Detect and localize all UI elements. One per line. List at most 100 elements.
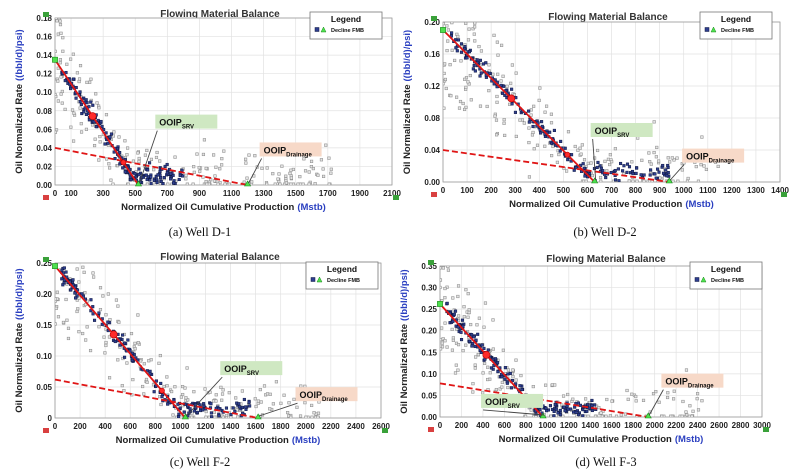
data-point bbox=[153, 182, 157, 185]
data-point bbox=[554, 407, 558, 411]
data-point bbox=[55, 290, 59, 294]
data-point bbox=[657, 170, 661, 174]
legend-item-label: Decline FMB bbox=[331, 28, 364, 34]
legend-title: Legend bbox=[331, 14, 361, 24]
x-tick-label: 3000 bbox=[753, 421, 771, 430]
data-point bbox=[648, 173, 652, 177]
data-point bbox=[212, 410, 216, 414]
data-point bbox=[688, 404, 692, 408]
data-point bbox=[590, 408, 594, 413]
data-point bbox=[616, 167, 620, 171]
data-point bbox=[503, 133, 507, 138]
data-point bbox=[69, 87, 73, 91]
data-point bbox=[455, 95, 459, 99]
y-tick-label: 0.00 bbox=[421, 413, 437, 422]
data-point bbox=[92, 143, 97, 148]
data-point bbox=[520, 387, 524, 392]
data-point bbox=[114, 298, 119, 302]
data-point bbox=[256, 399, 260, 403]
data-point bbox=[83, 291, 87, 295]
data-point bbox=[606, 157, 610, 161]
data-point bbox=[447, 0, 450, 3]
annotation-box bbox=[259, 142, 322, 157]
data-point bbox=[476, 332, 480, 336]
data-point bbox=[556, 411, 560, 415]
data-point bbox=[443, 22, 446, 26]
data-point bbox=[55, 322, 57, 326]
data-point bbox=[148, 178, 152, 182]
data-point bbox=[439, 257, 442, 260]
data-point bbox=[654, 176, 658, 180]
data-point bbox=[118, 151, 122, 155]
data-point bbox=[101, 294, 105, 298]
data-point bbox=[126, 338, 130, 342]
data-point bbox=[577, 413, 581, 417]
data-point bbox=[666, 171, 670, 175]
data-point bbox=[537, 98, 541, 102]
data-point bbox=[144, 377, 149, 382]
data-point bbox=[446, 39, 450, 43]
data-point bbox=[178, 173, 182, 177]
data-point bbox=[120, 384, 124, 388]
x-tick-label: 800 bbox=[629, 186, 643, 195]
data-point bbox=[623, 412, 628, 416]
data-point bbox=[309, 159, 314, 163]
data-point bbox=[142, 362, 146, 366]
data-point bbox=[265, 182, 269, 185]
data-point bbox=[634, 394, 638, 399]
data-point bbox=[573, 405, 577, 409]
data-point bbox=[220, 157, 224, 161]
data-point bbox=[467, 50, 472, 54]
data-point bbox=[503, 377, 507, 381]
data-point bbox=[574, 166, 578, 170]
x-tick-label: 500 bbox=[557, 186, 571, 195]
data-point bbox=[204, 180, 208, 184]
data-point bbox=[666, 391, 670, 395]
data-point bbox=[443, 296, 447, 300]
data-point bbox=[218, 167, 222, 171]
data-point bbox=[250, 180, 254, 184]
legend-box bbox=[689, 261, 763, 290]
data-point bbox=[626, 397, 630, 401]
data-point bbox=[511, 375, 515, 379]
data-point bbox=[103, 142, 107, 146]
data-point bbox=[160, 395, 164, 399]
panel-caption: (a) Well D-1 bbox=[169, 225, 232, 239]
x-tick-label: 2600 bbox=[710, 421, 728, 430]
data-point bbox=[287, 401, 291, 405]
data-point bbox=[482, 346, 486, 350]
data-point bbox=[188, 407, 192, 411]
data-point bbox=[133, 172, 137, 176]
data-point bbox=[64, 297, 68, 302]
data-point bbox=[505, 381, 509, 385]
data-point bbox=[449, 10, 452, 13]
data-point bbox=[130, 351, 134, 355]
data-point bbox=[62, 271, 66, 275]
y-tick-label: 0.15 bbox=[421, 348, 437, 357]
fit-point-marker bbox=[88, 112, 97, 121]
data-point bbox=[466, 315, 470, 319]
data-point bbox=[605, 169, 609, 173]
data-point bbox=[78, 90, 82, 94]
data-point bbox=[471, 382, 475, 386]
panel-caption: (c) Well F-2 bbox=[170, 455, 231, 469]
data-point bbox=[610, 399, 614, 403]
chart-title: Flowing Material Balance bbox=[160, 252, 280, 263]
data-point bbox=[169, 172, 173, 176]
data-point bbox=[113, 339, 117, 344]
data-point bbox=[289, 168, 293, 172]
data-point bbox=[273, 182, 277, 185]
data-point bbox=[510, 379, 515, 383]
data-point bbox=[60, 89, 64, 94]
data-point bbox=[569, 407, 573, 411]
data-point bbox=[157, 361, 161, 365]
data-point bbox=[121, 333, 125, 337]
data-point bbox=[483, 301, 488, 305]
data-point bbox=[459, 330, 463, 334]
data-point bbox=[262, 384, 267, 388]
panel-4: Flowing Material Balance 0 200 400 600 800 100… bbox=[399, 254, 771, 469]
data-point bbox=[84, 112, 88, 116]
data-point bbox=[161, 182, 165, 185]
x-tick-label: 300 bbox=[96, 189, 110, 198]
data-point bbox=[66, 336, 71, 341]
